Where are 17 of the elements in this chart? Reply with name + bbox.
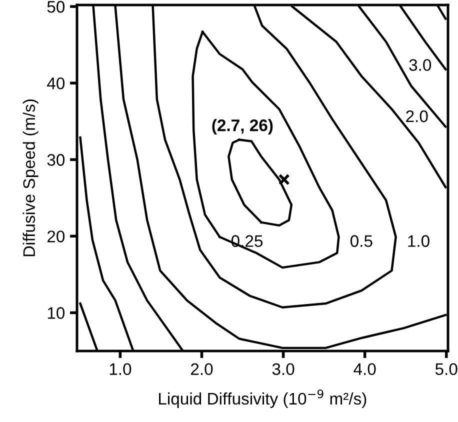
y-tick-label: 40 [47, 77, 65, 90]
y-tick-label: 50 [47, 0, 65, 13]
y-axis-title: Diffusive Speed (m/s) [22, 100, 38, 256]
y-tick-label: 20 [47, 230, 65, 242]
annotation: 1.0 [408, 235, 430, 247]
x-axis-title: Liquid Diffusivity (10$^{−9}$ m²/s) [159, 389, 366, 408]
annotation: (2.7, 26) [212, 118, 273, 135]
x-tick-label: 2.0 [191, 363, 213, 376]
x-tick-label: 1.0 [110, 363, 132, 376]
x-tick-label: 3.0 [272, 363, 294, 376]
x-tick-label: 4.0 [354, 363, 376, 376]
x-tick-label: 5.0 [435, 363, 458, 376]
y-tick-label: 10 [48, 307, 65, 319]
annotation: 0.5 [350, 235, 372, 247]
annotation: 3.0 [409, 59, 432, 71]
annotation: 2.0 [406, 110, 428, 122]
y-tick-label: 30 [47, 154, 65, 166]
